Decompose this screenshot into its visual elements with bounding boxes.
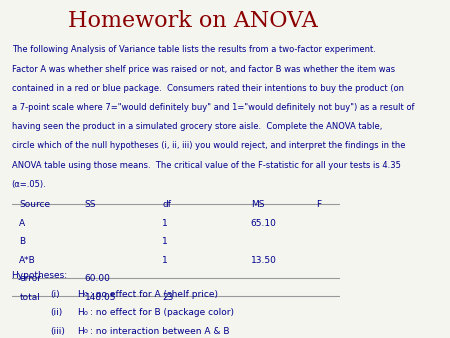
Text: The following Analysis of Variance table lists the results from a two-factor exp: The following Analysis of Variance table… (12, 46, 375, 54)
Text: Source: Source (19, 200, 50, 210)
Text: : no effect for A (shelf price): : no effect for A (shelf price) (90, 290, 218, 299)
Text: 65.10: 65.10 (251, 219, 277, 228)
Text: F: F (316, 200, 321, 210)
Text: B: B (19, 238, 25, 246)
Text: a 7-point scale where 7="would definitely buy" and 1="would definitely not buy"): a 7-point scale where 7="would definitel… (12, 103, 414, 112)
Text: Hypotheses:: Hypotheses: (12, 271, 68, 280)
Text: (α=.05).: (α=.05). (12, 180, 46, 189)
Text: 23: 23 (162, 293, 173, 302)
Text: 1: 1 (162, 219, 168, 228)
Text: (i): (i) (50, 290, 60, 299)
Text: : no effect for B (package color): : no effect for B (package color) (90, 308, 234, 317)
Text: A: A (19, 219, 25, 228)
Text: 1: 1 (162, 238, 168, 246)
Text: Factor A was whether shelf price was raised or not, and factor B was whether the: Factor A was whether shelf price was rai… (12, 65, 395, 74)
Text: having seen the product in a simulated grocery store aisle.  Complete the ANOVA : having seen the product in a simulated g… (12, 122, 382, 131)
Text: MS: MS (251, 200, 264, 210)
Text: : no interaction between A & B: : no interaction between A & B (90, 327, 230, 336)
Text: (iii): (iii) (50, 327, 65, 336)
Text: H: H (77, 308, 84, 317)
Text: df: df (162, 200, 171, 210)
Text: 148.05: 148.05 (85, 293, 117, 302)
Text: ANOVA table using those means.  The critical value of the F-statistic for all yo: ANOVA table using those means. The criti… (12, 161, 400, 170)
Text: (ii): (ii) (50, 308, 63, 317)
Text: 0: 0 (84, 329, 88, 334)
Text: 0: 0 (84, 292, 88, 297)
Text: error: error (19, 274, 41, 284)
Text: H: H (77, 327, 84, 336)
Text: 60.00: 60.00 (85, 274, 111, 284)
Text: SS: SS (85, 200, 96, 210)
Text: 13.50: 13.50 (251, 256, 277, 265)
Text: H: H (77, 290, 84, 299)
Text: A*B: A*B (19, 256, 36, 265)
Text: circle which of the null hypotheses (i, ii, iii) you would reject, and interpret: circle which of the null hypotheses (i, … (12, 142, 405, 150)
Text: contained in a red or blue package.  Consumers rated their intentions to buy the: contained in a red or blue package. Cons… (12, 84, 404, 93)
Text: 1: 1 (162, 256, 168, 265)
Text: 0: 0 (84, 311, 88, 316)
Text: Homework on ANOVA: Homework on ANOVA (68, 10, 318, 32)
Text: total: total (19, 293, 40, 302)
